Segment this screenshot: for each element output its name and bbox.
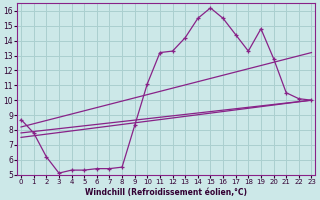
X-axis label: Windchill (Refroidissement éolien,°C): Windchill (Refroidissement éolien,°C) [85,188,247,197]
